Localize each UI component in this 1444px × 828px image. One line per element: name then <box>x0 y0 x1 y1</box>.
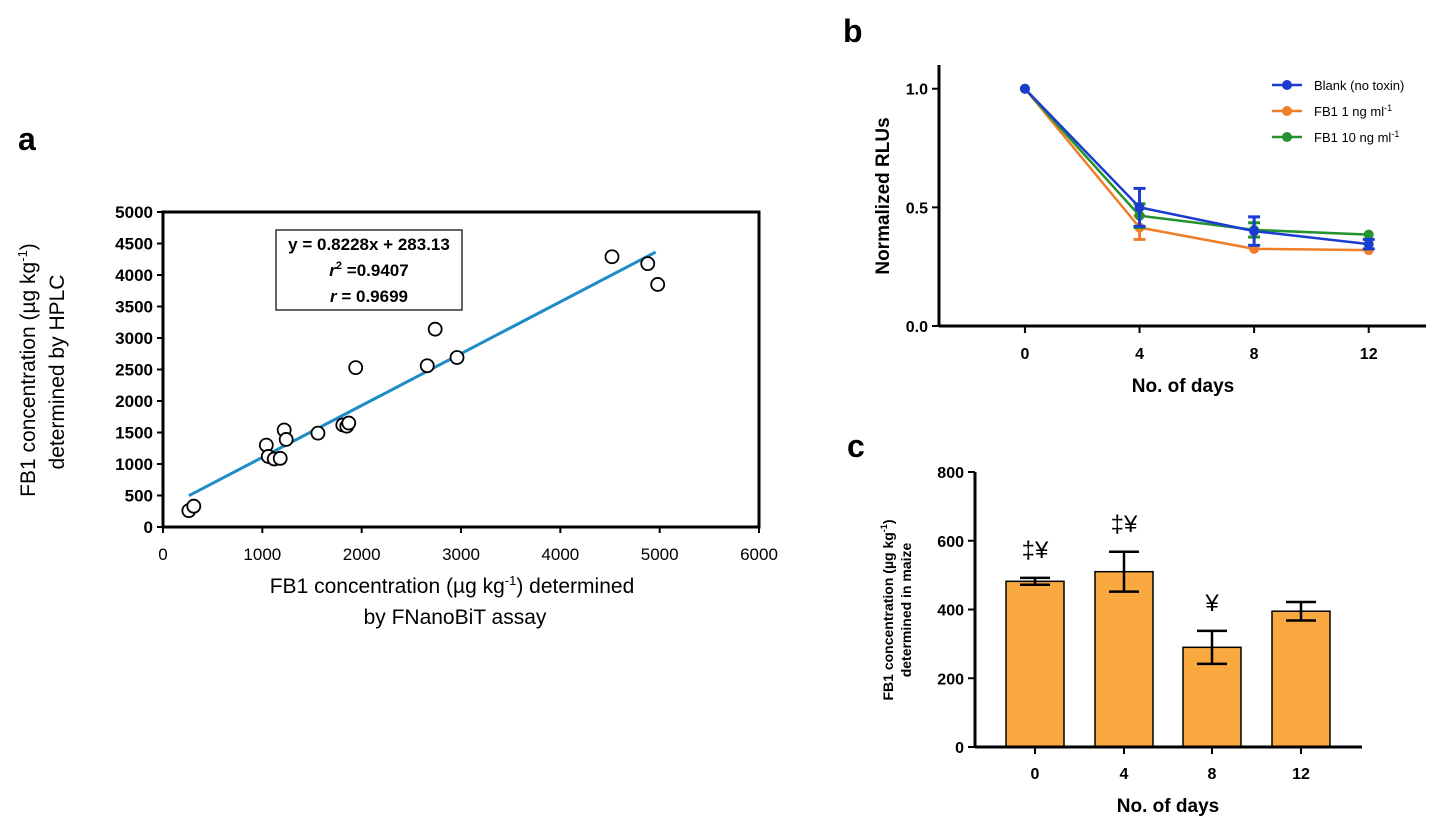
x-tick-label: 8 <box>1208 766 1217 783</box>
panel-c-ylabel-line1: FB1 concentration (µg kg-1) <box>879 520 896 701</box>
scatter-point <box>640 256 656 272</box>
x-tick-label: 0 <box>158 545 167 564</box>
legend-label: Blank (no toxin) <box>1314 78 1404 93</box>
panel-b: b 0.0 0.5 1.0 0 4 8 12 Blank (no toxin) FB1 1 n… <box>843 13 1426 397</box>
equation-text: y = 0.8228x + 283.13 <box>288 235 450 254</box>
scatter-point <box>604 249 620 265</box>
legend-marker <box>1282 80 1292 90</box>
series-line <box>1024 87 1369 236</box>
panel-a-plot-frame <box>161 210 761 529</box>
x-tick-label: 4 <box>1120 766 1129 783</box>
y-tick-label: 200 <box>937 671 964 688</box>
x-tick-label: 12 <box>1360 346 1378 363</box>
panel-b-xlabel: No. of days <box>1132 376 1234 397</box>
significance-annotation: ¥ <box>1204 590 1219 617</box>
panel-a-xlabel-line1: FB1 concentration (µg kg-1) determined <box>270 573 635 598</box>
scatter-point <box>186 498 202 514</box>
equation-box <box>275 229 463 311</box>
y-tick-label: 3500 <box>115 298 153 317</box>
scatter-point <box>348 360 364 376</box>
data-point <box>1134 202 1145 213</box>
scatter-point <box>650 277 666 292</box>
x-tick-label: 4000 <box>541 545 579 564</box>
significance-annotation: ‡¥ <box>1111 511 1138 538</box>
x-tick-label: 5000 <box>641 545 679 564</box>
scatter-point <box>427 321 443 337</box>
data-point <box>1363 229 1374 240</box>
y-tick-label: 400 <box>937 603 964 620</box>
significance-annotation: ‡¥ <box>1022 537 1049 564</box>
scatter-point <box>341 415 357 431</box>
panel-a: a 0 500 1000 1500 2000 2500 3000 3500 4000 4500 50… <box>15 121 778 629</box>
legend-label: FB1 10 ng ml-1 <box>1314 129 1399 145</box>
x-tick-label: 0 <box>1031 766 1040 783</box>
r2-text: r2 =0.9407 <box>329 260 408 280</box>
panel-c-label: c <box>847 428 865 464</box>
series-line <box>1023 87 1369 252</box>
y-tick-label: 2000 <box>115 392 153 411</box>
data-point <box>1363 239 1374 250</box>
y-tick-label: 0.5 <box>906 200 928 217</box>
y-tick-label: 1500 <box>115 424 153 443</box>
panel-c: c ‡¥ ‡¥ ¥ 0 200 400 600 800 0 4 8 12 No. of days F… <box>847 428 1362 817</box>
x-tick-label: 2000 <box>343 545 381 564</box>
y-tick-label: 0 <box>144 518 153 537</box>
legend-marker <box>1282 106 1292 116</box>
panel-c-xlabel: No. of days <box>1117 796 1219 817</box>
y-tick-label: 600 <box>937 534 964 551</box>
panel-a-xlabel-line2: by FNanoBiT assay <box>364 606 547 629</box>
x-tick-label: 0 <box>1020 346 1029 363</box>
bar <box>1094 570 1154 748</box>
x-tick-label: 12 <box>1292 766 1310 783</box>
scatter-point <box>310 425 326 441</box>
scatter-point <box>278 432 294 447</box>
y-tick-label: 1.0 <box>906 82 928 99</box>
x-tick-label: 3000 <box>442 545 480 564</box>
y-tick-label: 2500 <box>115 361 153 380</box>
x-tick-label: 4 <box>1135 346 1144 363</box>
y-tick-label: 5000 <box>115 203 153 222</box>
y-tick-label: 500 <box>125 487 153 506</box>
scatter-point <box>419 358 435 374</box>
r-text: r = 0.9699 <box>330 287 408 306</box>
scatter-point <box>272 450 288 466</box>
panel-a-ylabel-line2: determined by HPLC <box>46 275 69 470</box>
y-tick-label: 3000 <box>115 329 153 348</box>
scatter-point <box>449 350 465 365</box>
data-point <box>1249 226 1260 237</box>
x-tick-label: 1000 <box>243 545 281 564</box>
y-tick-label: 0.0 <box>906 319 928 336</box>
bar <box>1005 580 1065 748</box>
y-tick-label: 4500 <box>115 235 153 254</box>
y-tick-label: 800 <box>937 465 964 482</box>
legend-label: FB1 1 ng ml-1 <box>1314 103 1392 119</box>
y-tick-label: 1000 <box>115 455 153 474</box>
y-tick-label: 4000 <box>115 266 153 285</box>
data-point <box>1019 83 1030 94</box>
bar <box>1271 610 1331 748</box>
panel-a-ylabel-line1: FB1 concentration (µg kg-1) <box>15 243 40 497</box>
panel-b-ylabel: Normalized RLUs <box>873 117 894 274</box>
x-tick-label: 6000 <box>740 545 778 564</box>
x-tick-label: 8 <box>1250 346 1259 363</box>
panel-a-label: a <box>18 121 36 157</box>
series-line <box>1024 87 1369 246</box>
panel-b-label: b <box>843 13 863 49</box>
legend-marker <box>1282 132 1292 142</box>
y-tick-label: 0 <box>955 740 964 757</box>
panel-c-ylabel-line2: determined in maize <box>898 542 914 677</box>
